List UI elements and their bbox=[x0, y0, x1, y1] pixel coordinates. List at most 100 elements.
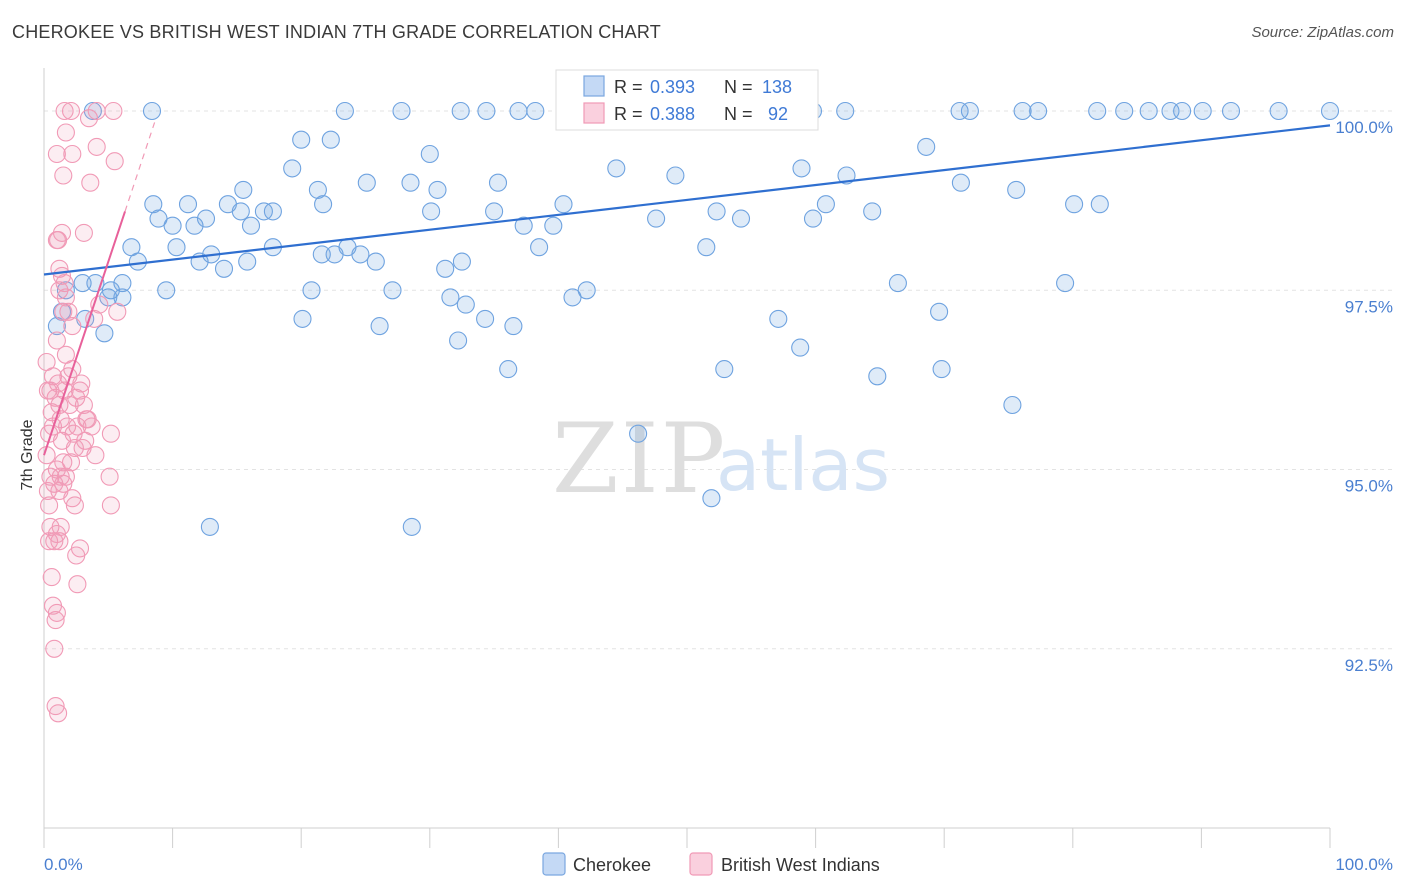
cherokee-points bbox=[47, 101, 1340, 536]
cherokee-point bbox=[383, 281, 402, 300]
y-tick-label: 97.5% bbox=[1345, 297, 1393, 316]
cherokee-point bbox=[302, 281, 321, 300]
cherokee-point bbox=[554, 195, 573, 214]
cherokee-point bbox=[144, 195, 163, 214]
cherokee-point bbox=[863, 202, 882, 221]
watermark: ZIP atlas bbox=[552, 403, 890, 515]
cherokee-point bbox=[401, 173, 420, 192]
bwi-point bbox=[74, 223, 93, 242]
cherokee-point bbox=[731, 209, 751, 228]
bwi-point bbox=[104, 101, 123, 121]
cherokee-point bbox=[1139, 101, 1158, 121]
cherokee-point bbox=[702, 489, 721, 508]
cherokee-point bbox=[666, 166, 685, 185]
bwi-point bbox=[105, 152, 124, 171]
cherokee-point bbox=[504, 317, 523, 336]
cherokee-point bbox=[157, 281, 176, 300]
bwi-trend-line bbox=[43, 211, 126, 456]
bwi-point bbox=[65, 438, 84, 458]
cherokee-point bbox=[715, 360, 734, 379]
cherokee-point bbox=[314, 195, 333, 214]
bwi-trend-extension bbox=[124, 122, 156, 212]
bwi-point bbox=[63, 489, 82, 508]
bwi-point bbox=[68, 575, 87, 594]
bwi-point bbox=[54, 453, 73, 472]
cherokee-point bbox=[509, 101, 528, 121]
cherokee-point bbox=[128, 252, 147, 271]
bwi-point bbox=[87, 137, 106, 156]
cherokee-point bbox=[420, 144, 439, 164]
cherokee-point bbox=[196, 209, 216, 228]
bwi-point bbox=[81, 173, 100, 192]
cherokee-point bbox=[321, 130, 340, 149]
cherokee-point bbox=[351, 245, 370, 264]
series-legend: Cherokee British West Indians bbox=[542, 852, 880, 876]
cherokee-point bbox=[293, 309, 312, 328]
legend-r-label-2: R = bbox=[614, 104, 643, 124]
bwi-point bbox=[58, 417, 77, 436]
cherokee-point bbox=[932, 360, 951, 379]
cherokee-point bbox=[1090, 195, 1109, 214]
cherokee-point bbox=[577, 281, 596, 300]
legend-r-value-1: 0.393 bbox=[650, 77, 695, 97]
cherokee-point bbox=[1003, 395, 1022, 415]
cherokee-point bbox=[101, 281, 120, 300]
cherokee-point bbox=[707, 202, 726, 221]
legend-cherokee-swatch bbox=[542, 852, 566, 876]
cherokee-point bbox=[312, 245, 331, 264]
cherokee-point bbox=[113, 288, 132, 307]
cherokee-point bbox=[370, 317, 389, 336]
bwi-point bbox=[47, 331, 66, 350]
cherokee-point bbox=[185, 216, 204, 235]
cherokee-point bbox=[113, 274, 132, 293]
cherokee-point bbox=[283, 159, 302, 178]
bwi-point bbox=[56, 288, 75, 307]
bwi-point bbox=[50, 281, 69, 300]
cherokee-point bbox=[1056, 274, 1075, 293]
bwi-point bbox=[56, 123, 75, 142]
cherokee-point bbox=[263, 202, 282, 221]
cherokee-point bbox=[234, 180, 253, 199]
cherokee-point bbox=[1173, 101, 1192, 121]
cherokee-point bbox=[960, 101, 979, 121]
cherokee-point bbox=[1029, 101, 1048, 121]
bwi-point bbox=[59, 302, 78, 321]
cherokee-point bbox=[697, 238, 716, 257]
cherokee-point bbox=[1269, 101, 1288, 121]
bwi-point bbox=[108, 302, 127, 321]
cherokee-point bbox=[1221, 101, 1241, 121]
bwi-point bbox=[73, 438, 92, 458]
cherokee-point bbox=[241, 216, 261, 235]
cherokee-point bbox=[607, 159, 626, 178]
legend-cherokee-label: Cherokee bbox=[573, 855, 651, 875]
cherokee-point bbox=[292, 130, 311, 149]
cherokee-trend-line bbox=[43, 124, 1331, 276]
bwi-point bbox=[63, 317, 82, 336]
bwi-point bbox=[82, 417, 101, 436]
stats-legend: R = 0.393 N = 138 R = 0.388 N = 92 bbox=[555, 69, 819, 131]
watermark-zip: ZIP bbox=[552, 403, 727, 515]
cherokee-point bbox=[544, 216, 563, 235]
legend-swatch-pink bbox=[583, 102, 605, 124]
bwi-point bbox=[47, 144, 66, 164]
bwi-point bbox=[54, 474, 73, 493]
cherokee-point bbox=[428, 180, 447, 199]
cherokee-point bbox=[950, 101, 969, 121]
cherokee-point bbox=[308, 180, 327, 199]
cherokee-point bbox=[1013, 101, 1032, 121]
x-tick-label: 100.0% bbox=[1335, 855, 1393, 874]
cherokee-point bbox=[816, 195, 835, 214]
bwi-point bbox=[45, 532, 64, 551]
legend-bwi-label: British West Indians bbox=[721, 855, 880, 875]
cherokee-point bbox=[167, 238, 186, 257]
bwi-point bbox=[51, 467, 70, 486]
bwi-point bbox=[100, 467, 119, 486]
bwi-point bbox=[56, 467, 75, 486]
cherokee-point bbox=[449, 331, 468, 350]
bwi-point bbox=[45, 639, 64, 658]
bwi-point bbox=[46, 611, 65, 630]
legend-swatch-blue bbox=[583, 75, 605, 97]
cherokee-point bbox=[451, 101, 470, 121]
bwi-point bbox=[101, 424, 120, 443]
